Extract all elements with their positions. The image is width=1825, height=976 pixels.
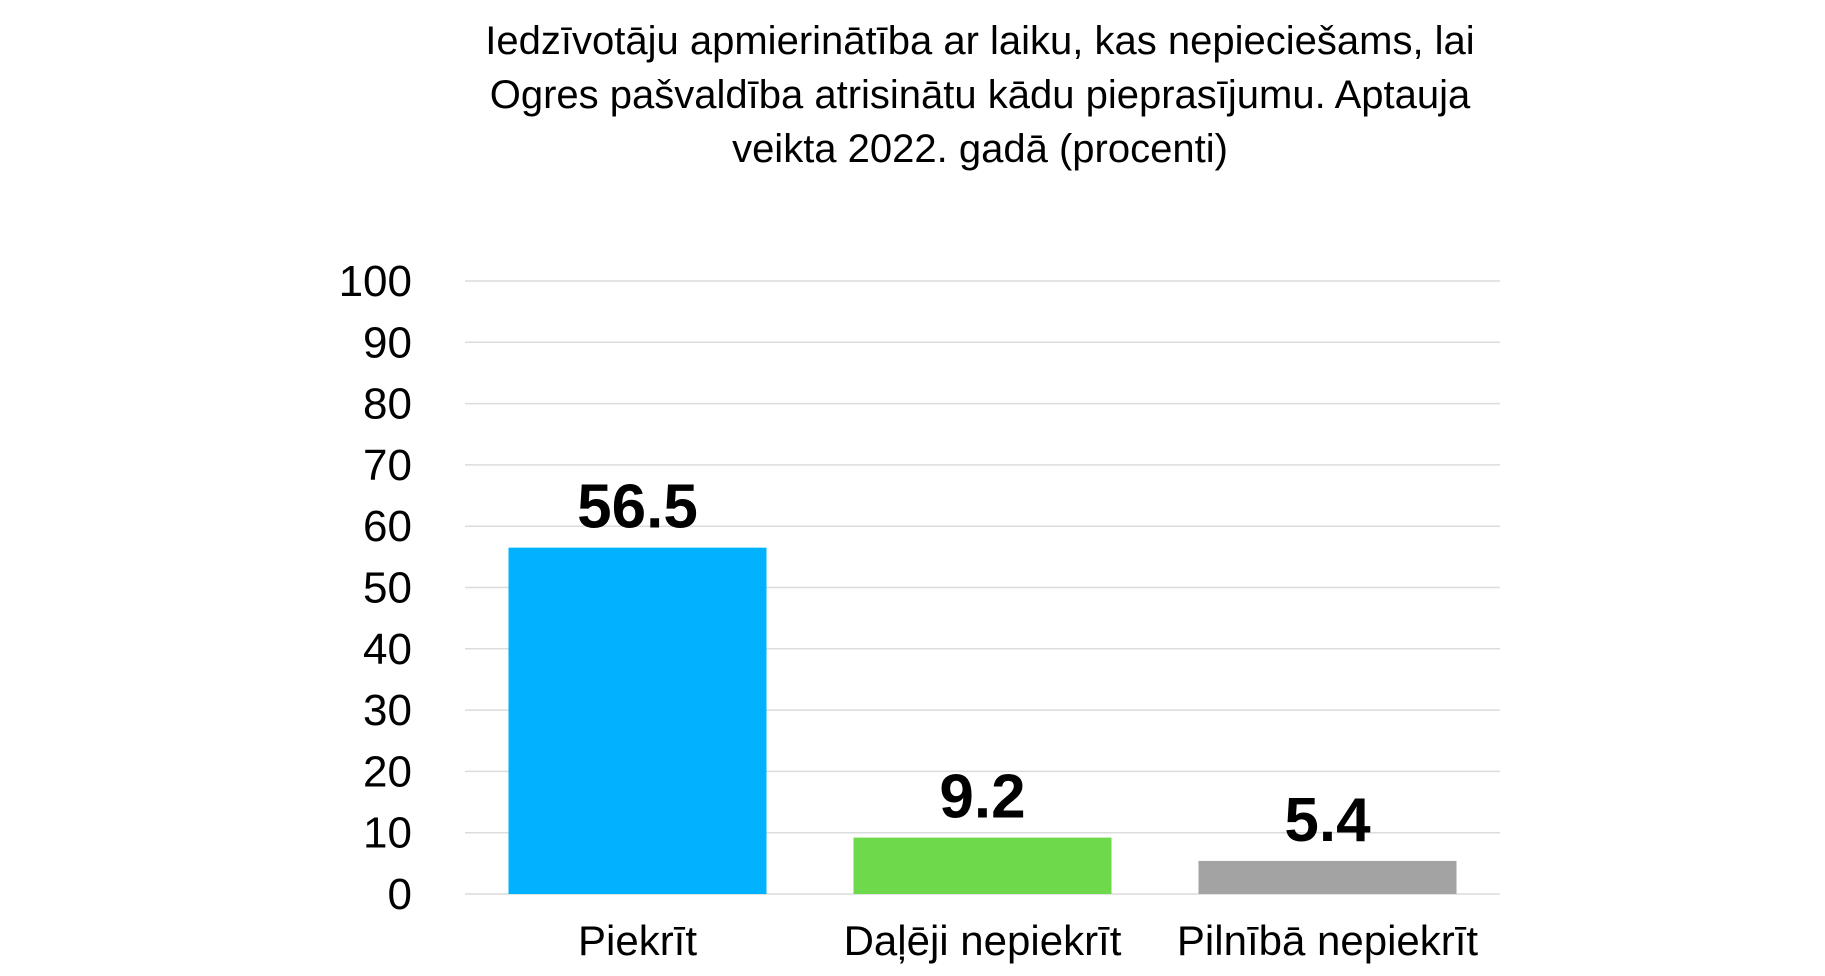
y-tick-label: 60: [363, 502, 412, 551]
chart-title: Iedzīvotāju apmierinātība ar laiku, kas …: [485, 19, 1475, 171]
bar-2: [853, 837, 1112, 894]
y-tick-label: 70: [363, 441, 412, 490]
bars: [508, 547, 1457, 894]
y-tick-label: 30: [363, 686, 412, 735]
x-axis-categories: Piekrīt Daļēji nepiekrīt Pilnībā nepiekrīt: [578, 917, 1478, 964]
y-tick-label: 100: [339, 257, 412, 306]
category-label-2: Daļēji nepiekrīt: [844, 917, 1122, 964]
y-tick-label: 10: [363, 809, 412, 858]
data-label-1: 56.5: [577, 473, 698, 542]
y-tick-label: 20: [363, 747, 412, 796]
data-label-2: 9.2: [939, 763, 1025, 832]
bar-3: [1198, 860, 1457, 894]
data-label-3: 5.4: [1284, 786, 1371, 855]
bar-1: [508, 547, 767, 894]
category-label-1: Piekrīt: [578, 917, 697, 964]
y-axis-ticks: 0 10 20 30 40 50 60 70 80 90 100: [339, 257, 412, 919]
y-tick-label: 0: [388, 870, 412, 919]
data-labels: 56.5 9.2 5.4: [577, 473, 1371, 855]
y-tick-label: 50: [363, 564, 412, 613]
y-tick-label: 90: [363, 318, 412, 367]
category-label-3: Pilnībā nepiekrīt: [1177, 917, 1479, 964]
y-tick-label: 40: [363, 625, 412, 674]
y-tick-label: 80: [363, 380, 412, 429]
